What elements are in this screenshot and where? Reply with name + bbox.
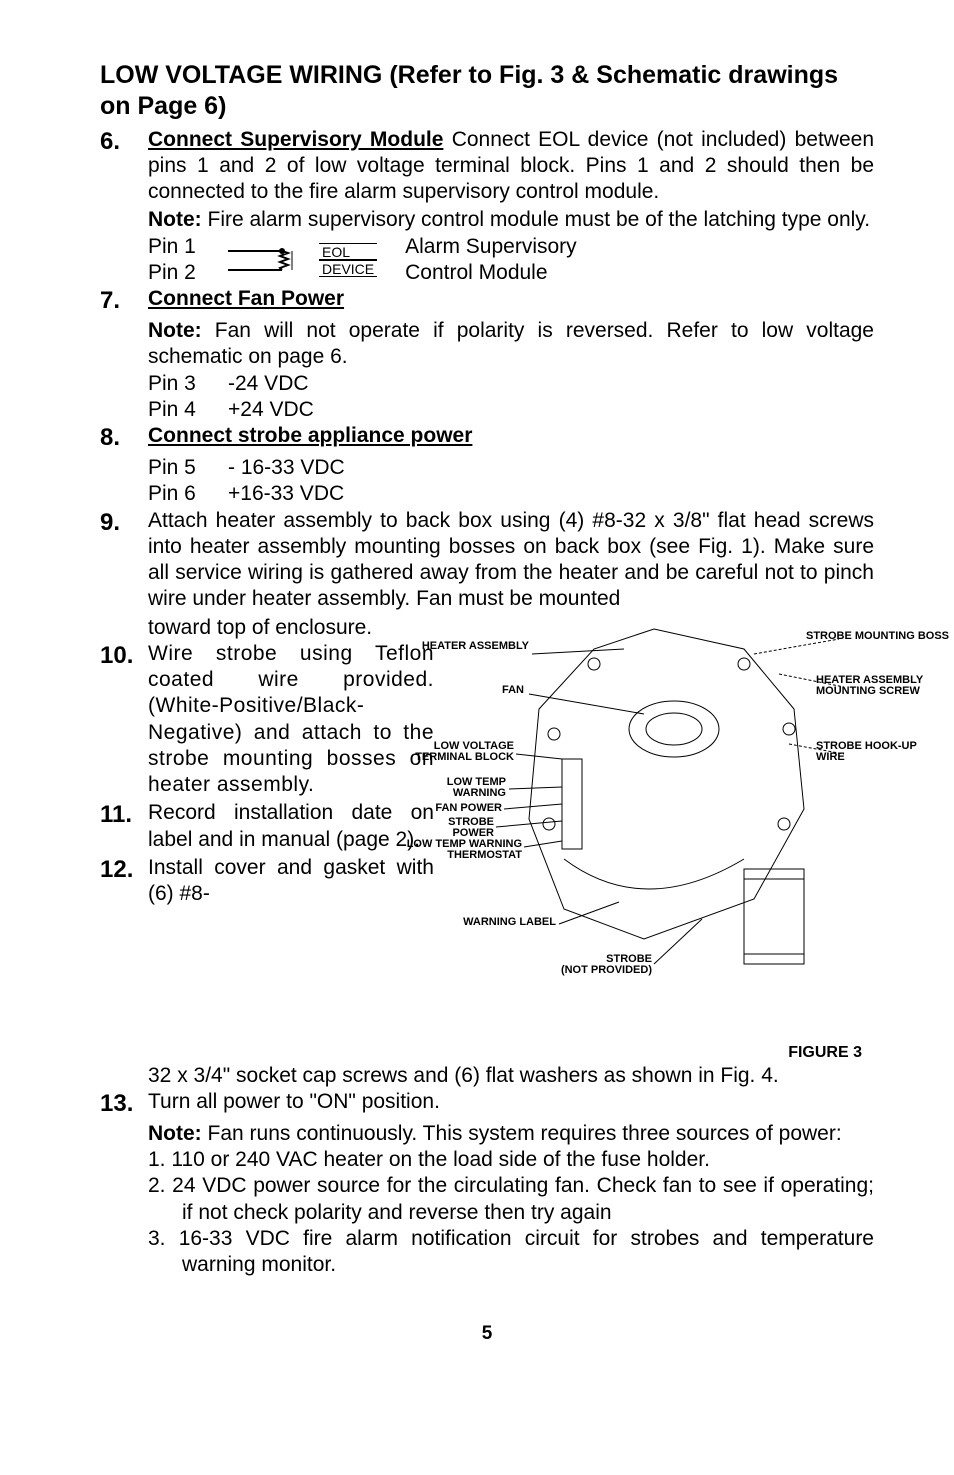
eol-wire-icon [224,243,319,277]
section-heading: LOW VOLTAGE WIRING (Refer to Fig. 3 & Sc… [100,60,874,123]
item12-cont: 32 x 3/4" socket cap screws and (6) flat… [148,1063,874,1089]
lbl-low-temp-thermo: LOW TEMP WARNING THERMOSTAT [407,839,522,862]
left-column: toward top of enclosure. 10. Wire strobe… [100,615,444,1063]
item-body: Turn all power to "ON" position. [148,1089,874,1115]
eol-text: Alarm Supervisory Control Module [405,234,577,287]
pin2-label: Pin 2 [148,260,224,286]
lbl-strobe-power: STROBE POWER [448,817,494,840]
pin-l: Pin 5 [148,455,228,481]
eol-text-top: Alarm Supervisory [405,234,577,260]
sub-item: 3. 16-33 VDC fire alarm notification cir… [182,1226,874,1279]
pin-labels: Pin 1 Pin 2 [148,234,224,287]
item-number: 9. [100,508,148,538]
note-text: Fan runs continuously. This system requi… [202,1122,842,1145]
lbl-low-temp-warning: LOW TEMP WARNING [447,777,506,800]
pin-r: -24 VDC [228,371,309,397]
item-number: 12. [100,855,148,885]
list-item-8: 8. Connect strobe appliance power [100,423,874,453]
item-body: Connect Supervisory Module Connect EOL d… [148,127,874,206]
pin-row: Pin 3-24 VDC [148,371,874,397]
pin-row: Pin 6+16-33 VDC [148,481,874,507]
note-label: Note: [148,1122,202,1145]
figure-3-diagram: HEATER ASSEMBLY FAN LOW VOLTAGE TERMINAL… [444,619,874,1039]
note-text: Fan will not operate if polarity is reve… [148,319,874,368]
eol-top: EOL [319,243,377,260]
pin-r: +16-33 VDC [228,481,344,507]
section-title: Connect Supervisory Module [148,128,443,151]
item9-cont: toward top of enclosure. [148,615,434,641]
note-line: Note: Fan will not operate if polarity i… [148,318,874,371]
eol-diagram-row: Pin 1 Pin 2 EOL DEVICE Alarm Supervisory… [148,234,874,287]
note-text: Fire alarm supervisory control module mu… [202,208,870,231]
eol-box: EOL DEVICE [319,243,377,277]
list-item-9: 9. Attach heater assembly to back box us… [100,508,874,613]
pin-row: Pin 4+24 VDC [148,397,874,423]
section-title: Connect Fan Power [148,287,344,310]
list-item-7: 7. Connect Fan Power [100,286,874,316]
item-body: Install cover and gasket with (6) #8- [148,855,434,908]
eol-bot: DEVICE [319,260,377,277]
lbl-low-voltage-tb: LOW VOLTAGE TERMINAL BLOCK [415,741,514,764]
note-line: Note: Fire alarm supervisory control mod… [148,207,874,233]
lbl-strobe-np: STROBE (NOT PROVIDED) [561,954,652,977]
pin-r: - 16-33 VDC [228,455,345,481]
lbl-fan-power: FAN POWER [435,803,502,815]
right-column: HEATER ASSEMBLY FAN LOW VOLTAGE TERMINAL… [444,615,874,1063]
item-body: Connect Fan Power [148,286,874,312]
eol-text-bot: Control Module [405,260,577,286]
note-label: Note: [148,208,202,231]
item-body: Connect strobe appliance power [148,423,874,449]
item-number: 10. [100,641,148,671]
item-number: 7. [100,286,148,316]
sub-item: 2. 24 VDC power source for the circulati… [182,1173,874,1226]
pin-l: Pin 3 [148,371,228,397]
note-label: Note: [148,319,202,342]
item-number: 13. [100,1089,148,1119]
list-item-6: 6. Connect Supervisory Module Connect EO… [100,127,874,206]
sub-item: 1. 110 or 240 VAC heater on the load sid… [182,1147,874,1173]
note-line: Note: Fan runs continuously. This system… [148,1121,874,1147]
pin1-label: Pin 1 [148,234,224,260]
pin-l: Pin 6 [148,481,228,507]
pin-r: +24 VDC [228,397,314,423]
list-item-13: 13. Turn all power to "ON" position. [100,1089,874,1119]
section-title: Connect strobe appliance power [148,424,472,447]
lbl-strobe-boss: STROBE MOUNTING BOSS [806,631,949,643]
pin-row: Pin 5- 16-33 VDC [148,455,874,481]
pin-l: Pin 4 [148,397,228,423]
list-item-12: 12. Install cover and gasket with (6) #8… [100,855,434,908]
lbl-warning-label: WARNING LABEL [463,917,556,929]
list-item-10: 10. Wire strobe using Teflon coated wire… [100,641,434,799]
lbl-fan: FAN [502,685,524,697]
list-item-11: 11. Record installation date on label an… [100,800,434,853]
item-body: Record installation date on label and in… [148,800,434,853]
lbl-heater-screw: HEATER ASSEMBLY MOUNTING SCREW [816,675,923,698]
page-number: 5 [100,1322,874,1346]
item-number: 11. [100,800,148,830]
item-body: Attach heater assembly to back box using… [148,508,874,613]
lbl-heater-assembly: HEATER ASSEMBLY [422,641,529,653]
item-number: 8. [100,423,148,453]
two-col-wrap: toward top of enclosure. 10. Wire strobe… [100,615,874,1063]
figure-caption: FIGURE 3 [444,1043,862,1063]
lbl-strobe-wire: STROBE HOOK-UP WIRE [816,741,917,764]
item-body: Wire strobe using Teflon coated wire pro… [148,641,434,799]
item-number: 6. [100,127,148,157]
